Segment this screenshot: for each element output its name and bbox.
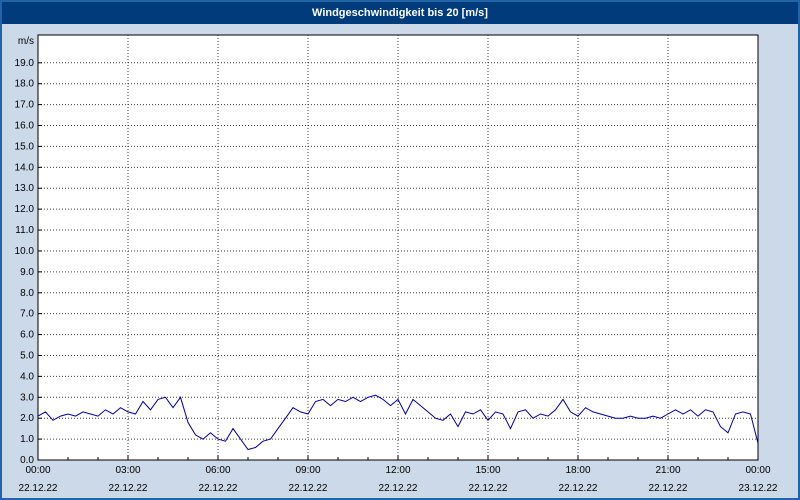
x-axis-labels: 00:00 22.12.22 03:00 22.12.22 06:00 22.12.22 0… — [19, 465, 778, 494]
svg-text:18.0: 18.0 — [15, 79, 35, 90]
x-tick-time: 06:00 — [205, 465, 230, 476]
svg-text:6.0: 6.0 — [20, 330, 34, 341]
x-tick-time: 18:00 — [565, 465, 590, 476]
axis-ticks — [37, 62, 759, 460]
svg-text:17.0: 17.0 — [15, 100, 35, 111]
x-tick-date: 22.12.22 — [649, 483, 688, 494]
y-axis-labels: 0.0 1.0 2.0 3.0 4.0 5.0 6.0 7.0 8.0 9.0 10.0 11.0 12… — [15, 36, 35, 466]
x-tick-date: 22.12.22 — [199, 483, 238, 494]
svg-text:14.0: 14.0 — [15, 162, 35, 173]
svg-text:2.0: 2.0 — [20, 413, 34, 424]
x-tick-time: 00:00 — [745, 465, 770, 476]
grid-lines — [38, 35, 758, 460]
x-tick-time: 00:00 — [25, 465, 50, 476]
svg-text:0.0: 0.0 — [20, 455, 34, 466]
wind-speed-chart: 0.0 1.0 2.0 3.0 4.0 5.0 6.0 7.0 8.0 9.0 10.0 11.0 12… — [15, 34, 778, 494]
svg-text:16.0: 16.0 — [15, 121, 35, 132]
svg-text:4.0: 4.0 — [20, 371, 34, 382]
x-tick-date: 23.12.22 — [739, 483, 778, 494]
svg-text:19.0: 19.0 — [15, 58, 35, 69]
svg-text:11.0: 11.0 — [15, 225, 34, 236]
svg-text:9.0: 9.0 — [20, 267, 34, 278]
svg-text:3.0: 3.0 — [20, 392, 34, 403]
x-tick-date: 22.12.22 — [469, 483, 508, 494]
x-tick-time: 21:00 — [655, 465, 680, 476]
x-tick-date: 22.12.22 — [109, 483, 148, 494]
x-tick-date: 22.12.22 — [289, 483, 328, 494]
x-tick-time: 03:00 — [115, 465, 140, 476]
wind-speed-series — [37, 394, 759, 451]
x-tick-time: 15:00 — [475, 465, 500, 476]
svg-text:13.0: 13.0 — [15, 183, 35, 194]
svg-text:12.0: 12.0 — [15, 204, 35, 215]
x-tick-time: 12:00 — [385, 465, 410, 476]
x-tick-time: 09:00 — [295, 465, 320, 476]
svg-text:5.0: 5.0 — [20, 350, 34, 361]
svg-text:10.0: 10.0 — [15, 246, 35, 257]
y-axis-unit-label: m/s — [18, 36, 34, 47]
svg-text:15.0: 15.0 — [15, 141, 35, 152]
svg-text:1.0: 1.0 — [20, 434, 34, 445]
svg-text:7.0: 7.0 — [20, 309, 34, 320]
x-tick-date: 22.12.22 — [559, 483, 598, 494]
chart-title: Windgeschwindigkeit bis 20 [m/s] — [312, 7, 488, 19]
title-bar: Windgeschwindigkeit bis 20 [m/s] — [2, 2, 798, 24]
x-tick-date: 22.12.22 — [379, 483, 418, 494]
svg-text:8.0: 8.0 — [20, 288, 34, 299]
x-tick-date: 22.12.22 — [19, 483, 58, 494]
